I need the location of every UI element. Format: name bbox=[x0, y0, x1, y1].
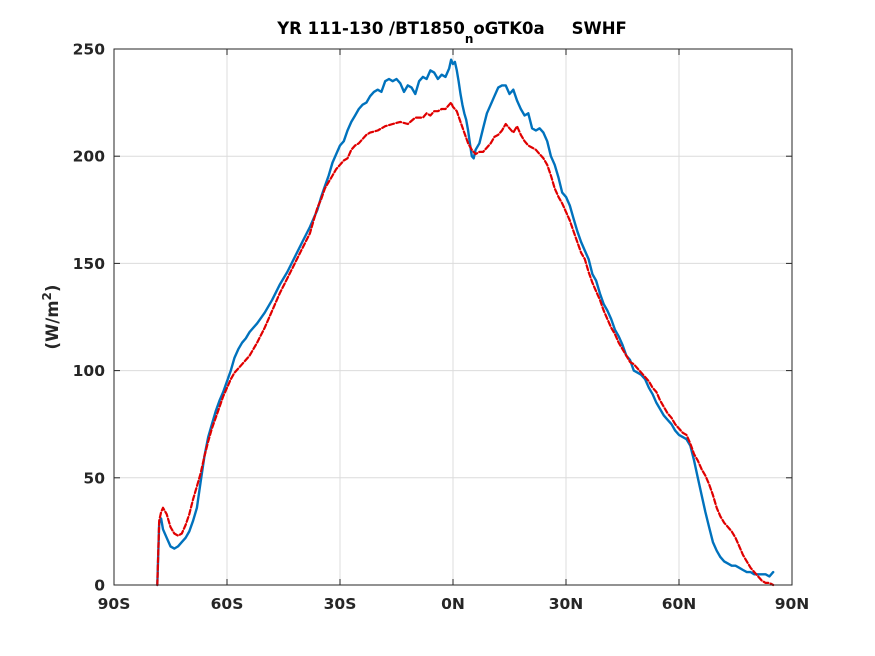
x-tick-label: 0N bbox=[441, 595, 465, 613]
grid bbox=[114, 49, 792, 585]
y-tick-label: 0 bbox=[94, 577, 105, 595]
x-tick-label: 60N bbox=[662, 595, 697, 613]
chart-title-suffix: oGTK0a bbox=[473, 19, 544, 38]
x-tick-label: 60S bbox=[211, 595, 244, 613]
y-tick-label: 50 bbox=[83, 469, 105, 487]
ticks bbox=[113, 48, 793, 586]
chart-title-variable: SWHF bbox=[572, 19, 627, 38]
y-axis-label-superscript: 2 bbox=[40, 292, 54, 300]
x-tick-label: 30S bbox=[324, 595, 357, 613]
series-layer bbox=[156, 58, 775, 587]
tick-labels: 90S 60S 30S 0N 30N 60N 90N 0 50 100 150 200 250 bbox=[73, 41, 810, 614]
y-tick-label: 200 bbox=[73, 148, 106, 166]
series-line-red-dashed bbox=[156, 101, 775, 587]
x-tick-label: 30N bbox=[549, 595, 584, 613]
y-tick-label: 250 bbox=[73, 41, 106, 59]
y-tick-label: 100 bbox=[73, 362, 106, 380]
chart-title-main: YR 111-130 /BT1850 bbox=[276, 19, 465, 38]
y-tick-label: 150 bbox=[73, 255, 106, 273]
chart-title: YR 111-130 /BT1850noGTK0a SWHF bbox=[276, 19, 627, 46]
x-tick-label: 90N bbox=[775, 595, 810, 613]
y-axis-label-close: ) bbox=[43, 285, 62, 293]
y-axis-label: (W/m2) bbox=[40, 285, 62, 350]
chart-title-subscript: n bbox=[465, 32, 474, 46]
y-axis-label-text: (W/m bbox=[43, 300, 62, 349]
x-tick-label: 90S bbox=[98, 595, 131, 613]
